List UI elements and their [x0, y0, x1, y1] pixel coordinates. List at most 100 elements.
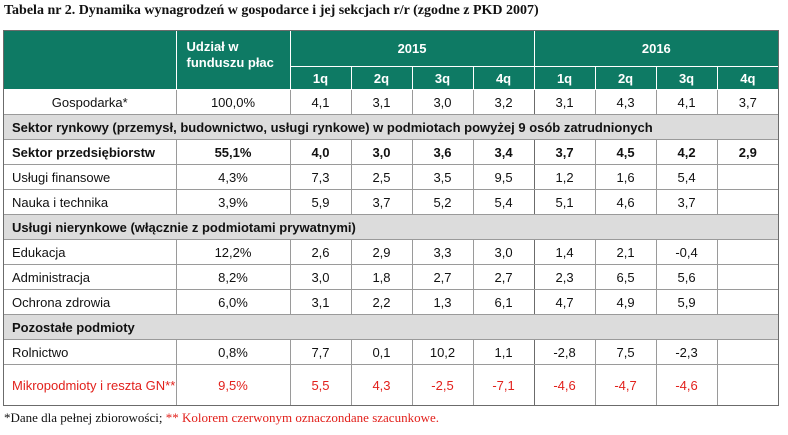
value-cell: 1,4	[533, 239, 596, 265]
value-cell: 3,0	[350, 139, 412, 165]
value-cell: 4,5	[594, 139, 657, 165]
value-cell: 1,2	[533, 164, 596, 190]
value-cell: 2,9	[716, 139, 779, 165]
header-quarter: 3q	[412, 66, 474, 90]
value-cell: -2,8	[533, 339, 596, 365]
header-share: Udział w funduszu płac	[176, 31, 291, 90]
value-cell: 2,7	[411, 264, 473, 290]
row-label: Rolnictwo	[4, 339, 176, 365]
value-cell: -0,4	[655, 239, 718, 265]
section-label: Usługi nierynkowe (włącznie z podmiotami…	[4, 214, 779, 240]
value-cell: 3,4	[472, 139, 535, 165]
value-cell: -4,7	[594, 364, 657, 405]
value-cell: 2,1	[594, 239, 657, 265]
share-cell: 100,0%	[175, 89, 290, 115]
wage-dynamics-table: Udział w funduszu płac 2015 2016 1q 2q 3…	[3, 30, 779, 406]
value-cell: 5,4	[655, 164, 718, 190]
value-cell: 2,9	[350, 239, 412, 265]
value-cell: 3,0	[411, 89, 473, 115]
value-cell: 2,7	[472, 264, 535, 290]
section-row-pozostale: Pozostałe podmioty	[4, 314, 779, 340]
value-cell: -2,5	[411, 364, 473, 405]
value-cell: 3,7	[655, 189, 718, 215]
value-cell: 5,5	[289, 364, 351, 405]
value-cell	[716, 364, 779, 405]
value-cell	[716, 239, 779, 265]
header-quarter: 4q	[473, 66, 535, 90]
value-cell: 3,0	[472, 239, 535, 265]
value-cell: 4,9	[594, 289, 657, 315]
value-cell: 1,1	[472, 339, 535, 365]
value-cell: 4,3	[350, 364, 412, 405]
value-cell: -4,6	[533, 364, 596, 405]
value-cell: 4,1	[289, 89, 351, 115]
header-quarter: 2q	[351, 66, 413, 90]
value-cell	[716, 339, 779, 365]
row-label: Ochrona zdrowia	[4, 289, 176, 315]
value-cell: 3,7	[350, 189, 412, 215]
value-cell: 2,5	[350, 164, 412, 190]
table-row-finansowe: Usługi finansowe 4,3% 7,3 2,5 3,5 9,5 1,…	[4, 164, 779, 190]
header-quarter: 3q	[656, 66, 718, 90]
section-row-rynkowy: Sektor rynkowy (przemysł, budownictwo, u…	[4, 114, 779, 140]
value-cell: 5,9	[655, 289, 718, 315]
value-cell	[716, 189, 779, 215]
table-row-przedsiebiorstw: Sektor przedsiębiorstw 55,1% 4,0 3,0 3,6…	[4, 139, 779, 165]
table-row-mikropodmioty: Mikropodmioty i reszta GN** 9,5% 5,5 4,3…	[4, 364, 779, 405]
value-cell: 3,7	[716, 89, 779, 115]
value-cell: 3,5	[411, 164, 473, 190]
value-cell: 3,6	[411, 139, 473, 165]
header-year-2016: 2016	[534, 31, 779, 67]
value-cell: 4,7	[533, 289, 596, 315]
header-quarter: 1q	[534, 66, 596, 90]
row-label: Usługi finansowe	[4, 164, 176, 190]
row-label: Administracja	[4, 264, 176, 290]
value-cell: 5,4	[472, 189, 535, 215]
value-cell: 3,1	[350, 89, 412, 115]
table-row-gospodarka: Gospodarka* 100,0% 4,1 3,1 3,0 3,2 3,1 4…	[4, 89, 779, 115]
value-cell: 2,2	[350, 289, 412, 315]
value-cell	[716, 164, 779, 190]
value-cell: 4,2	[655, 139, 718, 165]
row-label: Edukacja	[4, 239, 176, 265]
share-cell: 55,1%	[175, 139, 290, 165]
value-cell: -4,6	[655, 364, 718, 405]
share-cell: 8,2%	[175, 264, 290, 290]
value-cell: 0,1	[350, 339, 412, 365]
row-label: Sektor przedsiębiorstw	[4, 139, 176, 165]
section-row-nierynkowe: Usługi nierynkowe (włącznie z podmiotami…	[4, 214, 779, 240]
value-cell	[716, 289, 779, 315]
value-cell: 1,6	[594, 164, 657, 190]
value-cell: 5,6	[655, 264, 718, 290]
table-title: Tabela nr 2. Dynamika wynagrodzeń w gosp…	[4, 3, 539, 18]
header-quarter: 1q	[290, 66, 352, 90]
share-cell: 4,3%	[175, 164, 290, 190]
header-year-2015: 2015	[290, 31, 535, 67]
header-blank	[4, 31, 177, 90]
value-cell: 5,1	[533, 189, 596, 215]
value-cell: 1,3	[411, 289, 473, 315]
row-label: Mikropodmioty i reszta GN**	[12, 377, 176, 393]
value-cell: 5,9	[289, 189, 351, 215]
section-label: Pozostałe podmioty	[4, 314, 779, 340]
value-cell: 7,3	[289, 164, 351, 190]
row-label: Gospodarka*	[4, 89, 176, 115]
table-row-edukacja: Edukacja 12,2% 2,6 2,9 3,3 3,0 1,4 2,1 -…	[4, 239, 779, 265]
value-cell: 9,5	[472, 164, 535, 190]
table-row-rolnictwo: Rolnictwo 0,8% 7,7 0,1 10,2 1,1 -2,8 7,5…	[4, 339, 779, 365]
value-cell: 3,1	[533, 89, 596, 115]
table-row-nauka: Nauka i technika 3,9% 5,9 3,7 5,2 5,4 5,…	[4, 189, 779, 215]
table-row-zdrowie: Ochrona zdrowia 6,0% 3,1 2,2 1,3 6,1 4,7…	[4, 289, 779, 315]
share-cell: 12,2%	[175, 239, 290, 265]
value-cell: 6,5	[594, 264, 657, 290]
footnote-estimates: ** Kolorem czerwonym oznaczondane szacun…	[165, 410, 439, 425]
share-cell: 3,9%	[175, 189, 290, 215]
value-cell: 4,3	[594, 89, 657, 115]
value-cell	[716, 264, 779, 290]
value-cell: 5,2	[411, 189, 473, 215]
value-cell: 4,0	[289, 139, 351, 165]
value-cell: 3,7	[533, 139, 596, 165]
value-cell: -7,1	[472, 364, 535, 405]
value-cell: 3,0	[289, 264, 351, 290]
footnote: *Dane dla pełnej zbiorowości; ** Kolorem…	[4, 410, 439, 426]
